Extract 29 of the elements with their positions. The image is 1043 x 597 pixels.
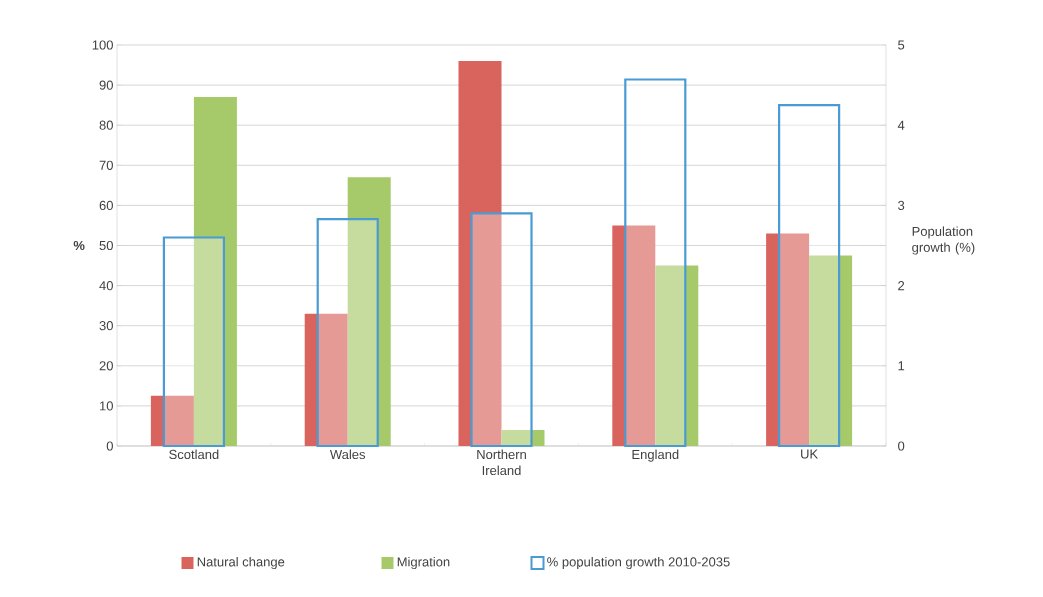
legend-label: % population growth 2010-2035 xyxy=(547,556,730,570)
y-tick-label: 20 xyxy=(99,361,113,371)
y-tick-label: 50 xyxy=(99,240,113,251)
x-tick-label: Northern Ireland xyxy=(477,449,526,476)
x-tick-label: Wales xyxy=(329,449,366,460)
y-tick-label: 30 xyxy=(99,321,113,331)
y-tick-label: 70 xyxy=(99,160,113,170)
y2-tick-label: 5 xyxy=(898,40,905,50)
y2-tick-label: 0 xyxy=(898,441,905,451)
bar xyxy=(501,429,545,446)
x-tick-label: England xyxy=(632,449,679,462)
y-tick-label: 10 xyxy=(100,401,113,411)
legend-label: Natural change xyxy=(197,556,285,570)
y2-tick-label: 3 xyxy=(898,200,905,210)
y-tick-label: 60 xyxy=(99,200,113,210)
y-axis-title: % xyxy=(73,240,85,251)
y2-tick-label: 4 xyxy=(897,120,905,130)
y-tick-label: 0 xyxy=(106,441,113,451)
y-tick-label: 40 xyxy=(99,280,113,291)
x-tick-label: Scotland xyxy=(169,449,219,460)
y2-axis-title: Population growth (%) xyxy=(912,226,975,255)
y-tick-label: 90 xyxy=(99,80,113,90)
y-tick-label: 80 xyxy=(99,120,113,130)
legend-label: Migration xyxy=(397,556,450,570)
y2-tick-label: 2 xyxy=(898,281,905,291)
x-tick-label: UK xyxy=(801,449,818,459)
y2-tick-label: 1 xyxy=(898,361,905,371)
y-tick-label: 100 xyxy=(92,40,113,50)
bar xyxy=(150,395,194,446)
